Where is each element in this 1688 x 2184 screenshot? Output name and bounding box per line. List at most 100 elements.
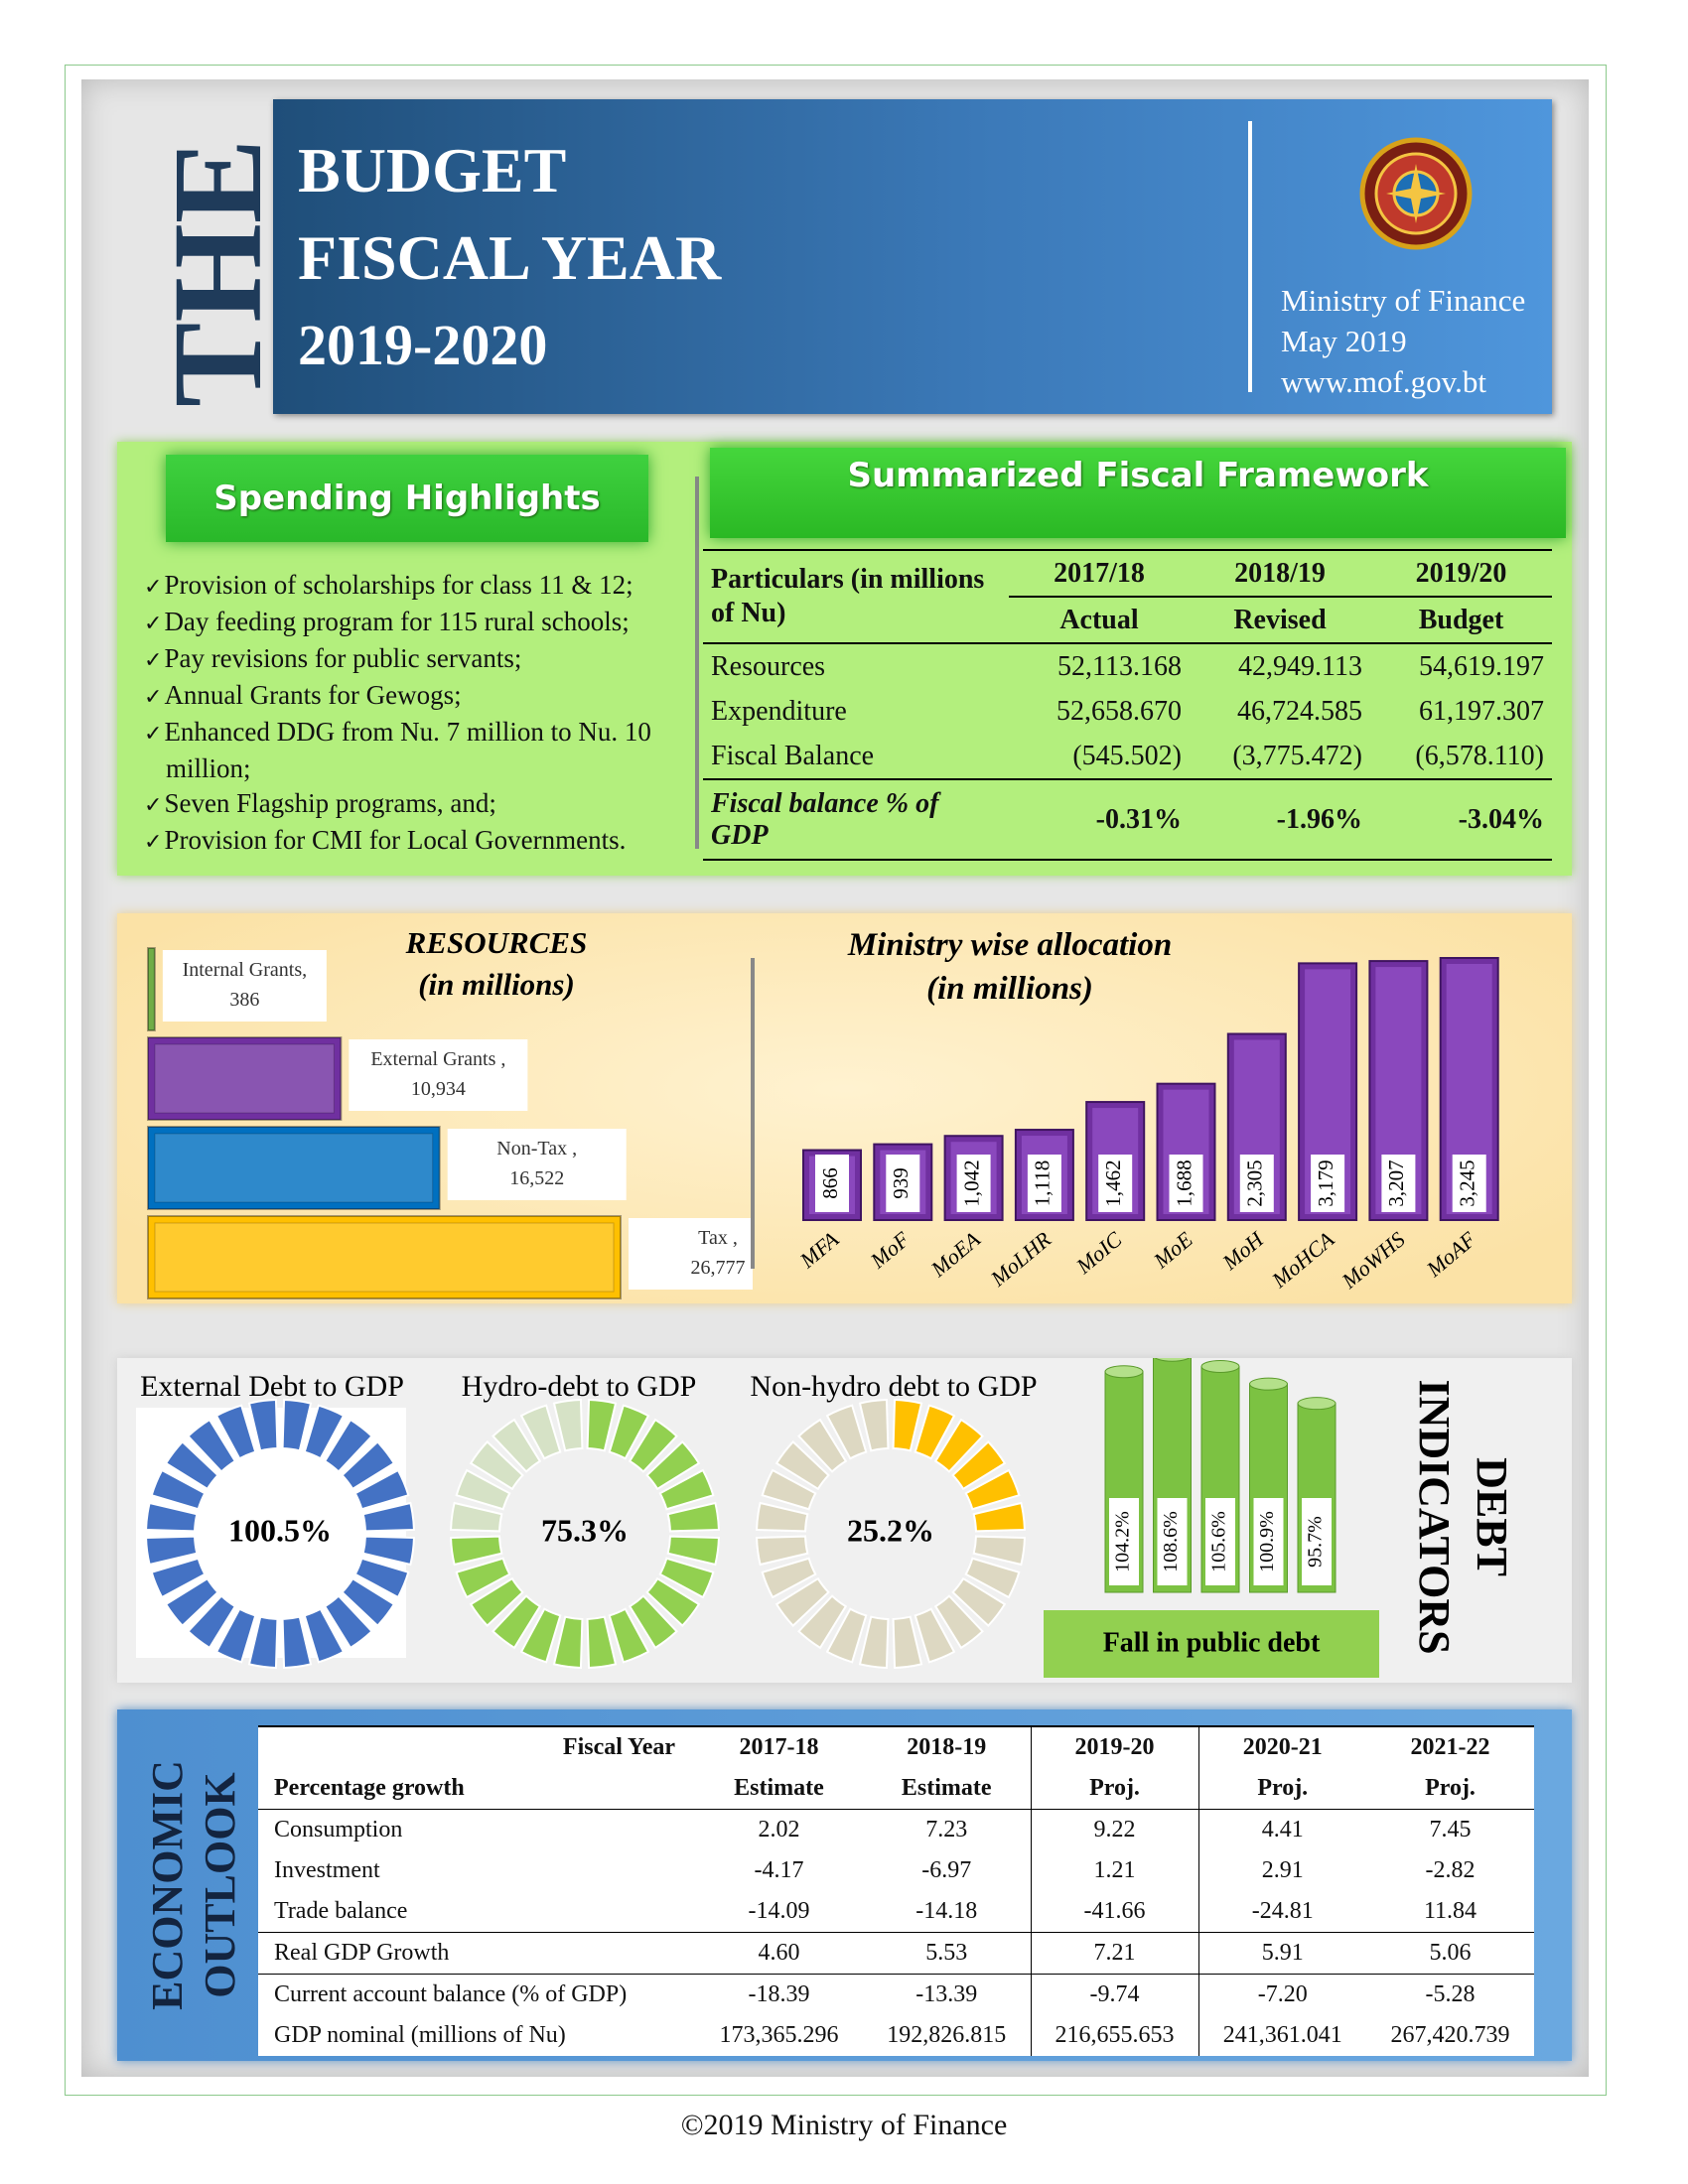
x-tick-label: MoLHR: [985, 1226, 1056, 1292]
donut-track: [933, 1594, 984, 1650]
cell-value: -0.31%: [1009, 778, 1190, 861]
header-label: Particulars (in millions of Nu): [703, 549, 1009, 644]
donut-track: [450, 1501, 503, 1533]
donut-segment: [608, 1607, 650, 1664]
data-label: 3,245: [1456, 1160, 1479, 1206]
donut-track: [756, 1501, 809, 1533]
row-label: Trade balance: [274, 1898, 408, 1924]
donut-segment: [450, 1535, 503, 1567]
chart-subtitle: (in millions): [418, 967, 575, 1002]
cell-value: -4.17: [754, 1857, 804, 1883]
x-tick-label: MoE: [1148, 1226, 1197, 1274]
row-label: Fiscal balance % of GDP: [703, 778, 1009, 861]
stage-header: Proj.: [1197, 1768, 1366, 1810]
donut-center-label: 25.2%: [847, 1512, 934, 1548]
website: www.mof.gov.bt: [1281, 364, 1486, 399]
value-label: 16,522: [509, 1167, 564, 1189]
cell-value: 2.91: [1197, 1850, 1366, 1891]
cell-value: 216,655.653: [1030, 2015, 1198, 2056]
donut-segment: [608, 1404, 650, 1460]
data-row: Current account balance (% of GDP) -18.39…: [258, 1974, 1534, 2015]
page-border: [65, 65, 1607, 2096]
caption: Fall in public debt: [1103, 1627, 1321, 1658]
donut-segment: [361, 1535, 415, 1567]
label-box: [349, 1039, 528, 1111]
label-box: [815, 1155, 849, 1212]
highlight-item: Day feeding program for 115 rural school…: [144, 605, 685, 641]
cell-value: -3.04%: [1370, 778, 1552, 861]
data-row: GDP nominal (millions of Nu) 173,365.296 1…: [258, 2015, 1534, 2056]
label-box: [956, 1155, 991, 1212]
bar: [147, 947, 156, 1031]
bar-top: [1200, 1360, 1240, 1374]
caption-box: [1044, 1610, 1379, 1678]
cell-value: 42,949.113: [1238, 650, 1362, 682]
header-label-top: Fiscal Year: [258, 1725, 695, 1768]
bar-group: Internal Grants, 386: [147, 947, 327, 1031]
debt-charts: External Debt to GDP 100.5% Hydro-debt to …: [140, 1358, 1516, 1678]
bar: [147, 1126, 441, 1210]
donut-track: [964, 1557, 1021, 1599]
cell-value: 52,658.670: [1056, 695, 1182, 727]
highlight-item: Annual Grants for Gewogs;: [144, 678, 685, 715]
stage-header: Proj.: [1030, 1768, 1198, 1810]
donut-track: [756, 1535, 809, 1567]
donut-segment: [361, 1501, 415, 1533]
header-row: Percentage growth Estimate Estimate Proj. Pr…: [258, 1768, 1534, 1810]
year-header: 2020-21: [1197, 1725, 1366, 1768]
row-label: Consumption: [274, 1817, 403, 1843]
highlight-item: Provision of scholarships for class 11 &…: [144, 568, 685, 605]
row-label: Real GDP Growth: [258, 1932, 695, 1975]
donut-segment: [586, 1399, 618, 1452]
bar-top: [1297, 1397, 1336, 1411]
data-label: Tax , 26,777: [691, 1227, 746, 1279]
cell-value: 241,361.041: [1197, 2015, 1366, 2056]
donut-segment: [964, 1468, 1021, 1511]
highlights-list: Provision of scholarships for class 11 &…: [144, 568, 685, 860]
bar: [147, 1036, 343, 1121]
donut-segment: [303, 1404, 346, 1460]
donut-segment: [353, 1557, 410, 1599]
x-tick-label: MoIC: [1070, 1226, 1126, 1279]
donut-segment: [214, 1607, 257, 1664]
cell-value: -2.82: [1425, 1857, 1476, 1883]
donut-segment: [628, 1594, 678, 1650]
cell-value: -18.39: [695, 1974, 863, 2015]
label-box: [162, 950, 327, 1022]
donut-segment: [469, 1576, 524, 1627]
donut-track: [825, 1404, 868, 1460]
row-label: Current account balance (% of GDP): [258, 1974, 695, 2015]
section-divider: [695, 477, 699, 849]
bar-bevel: [154, 1043, 335, 1114]
stage-header: Budget: [1370, 597, 1552, 644]
data-label: 104.2%: [1112, 1511, 1134, 1572]
cell-value: -6.97: [921, 1857, 972, 1883]
data-row: Trade balance -14.09 -14.18 -41.66 -24.81 11.…: [258, 1891, 1534, 1933]
donut-segment: [666, 1535, 720, 1567]
donut-title: Hydro-debt to GDP: [462, 1370, 697, 1403]
donut-value: [450, 1399, 720, 1669]
footer: ©2019 Ministry of Finance: [680, 2109, 1008, 2141]
donut-track: [455, 1468, 511, 1511]
donut-center-label: 75.3%: [541, 1512, 629, 1548]
vertical-title-area: THE: [149, 139, 278, 407]
data-row: Expenditure 52,658.670 46,724.585 61,197.30…: [703, 689, 1552, 734]
cell-value: -41.66: [1030, 1891, 1198, 1933]
cell-value: -13.39: [863, 1974, 1031, 2015]
data-label: 105.6%: [1208, 1511, 1230, 1572]
cell-value: 61,197.307: [1419, 695, 1544, 727]
cell-value: (6,578.110): [1415, 740, 1544, 771]
cell-value: 4.41: [1197, 1809, 1366, 1850]
donut-segment: [658, 1468, 715, 1511]
row-label: GDP nominal (millions of Nu): [274, 2022, 566, 2048]
donut-track: [552, 1399, 584, 1452]
donut-track: [972, 1535, 1026, 1567]
cell-value: (3,775.472): [1232, 740, 1362, 771]
bar-top: [1154, 1358, 1191, 1362]
cell-value: -9.74: [1030, 1974, 1198, 2015]
framework-banner: Summarized Fiscal Framework: [710, 448, 1566, 538]
donut-segment: [892, 1399, 923, 1452]
cell-value: -7.20: [1197, 1974, 1366, 2015]
label-box: [1452, 1155, 1486, 1212]
